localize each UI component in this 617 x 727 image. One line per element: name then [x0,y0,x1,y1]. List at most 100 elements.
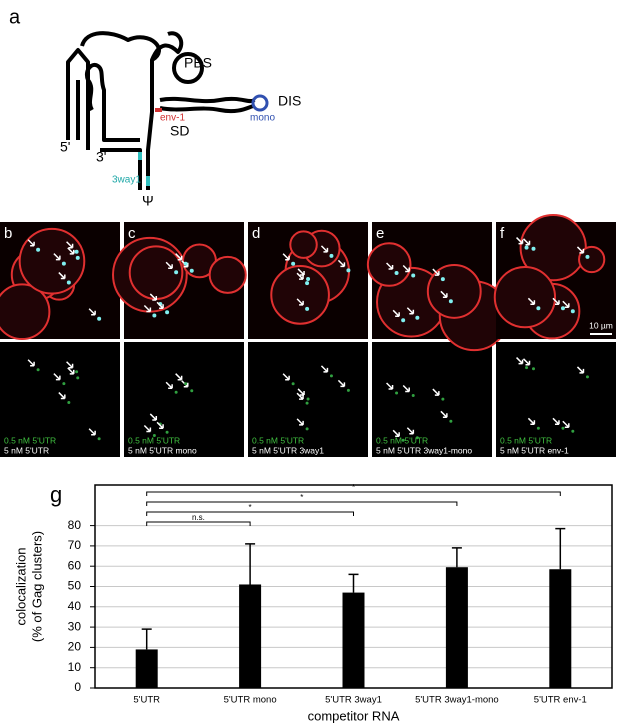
cluster [560,306,565,311]
vesicle [426,264,482,319]
arrow [392,309,400,318]
vesicle [18,227,86,295]
green-spot [306,397,310,401]
green-spot [585,375,589,379]
arrow [516,357,524,365]
arrow [576,366,585,374]
cluster [165,310,170,315]
arrow [337,259,346,268]
arrow [297,268,305,276]
green-spot [415,436,419,440]
caption-green: 0.5 nM 5'UTR [376,435,428,445]
arrow [337,379,346,388]
arrow [406,427,415,435]
bar [239,584,262,688]
green-spot [525,366,529,370]
arrow [66,361,74,369]
cluster [152,313,157,318]
arrow [552,417,560,426]
arrow [527,417,536,426]
cluster [329,253,334,258]
arrow [175,253,183,261]
y-tick-label: 60 [68,558,82,572]
pbs-arm [150,31,184,61]
y-axis-label: colocalization [13,547,28,625]
cluster [440,277,445,282]
panel-label: f [500,225,505,242]
arrow [88,308,96,316]
arrow [297,388,305,396]
arrow [27,359,35,367]
green-spot [184,382,188,386]
backbone [80,31,161,190]
vesicle [208,255,247,294]
micrograph-bottom [124,342,244,457]
arrow [296,418,304,426]
arrow [156,421,164,430]
vesicle [289,230,318,259]
caption-green: 0.5 nM 5'UTR [4,435,56,445]
x-tick-label: 5'UTR [133,695,160,706]
cluster [401,318,406,323]
arrow [320,365,329,373]
y-tick-label: 80 [68,518,82,532]
error-bar [245,543,256,585]
arrow [440,290,448,299]
arrow [296,392,304,400]
arrow [53,373,61,381]
rna-structure [66,31,256,190]
cluster [306,276,311,281]
label-dis: DIS [278,93,301,109]
significance-bracket [146,521,251,526]
vesicle [270,265,330,325]
3way1-site [138,152,150,186]
significance-bracket [146,491,561,496]
arrow [522,238,531,246]
label-mono: mono [250,113,275,124]
significance-bracket [146,501,458,506]
cluster [174,270,179,275]
error-bar [555,527,566,570]
bar [342,592,365,688]
cluster [411,273,416,278]
arrow [552,297,560,306]
cluster [570,309,575,314]
caption-green: 0.5 nM 5'UTR [128,435,180,445]
cluster [394,270,399,275]
arrow [386,262,394,270]
arrow [432,388,440,396]
green-spot [536,426,540,430]
arrow [516,237,524,245]
arrow [149,293,158,301]
arrow [282,373,290,381]
green-spot [97,437,101,441]
green-spot [401,438,405,442]
x-tick-label: 5'UTR mono [224,695,277,706]
green-spot [76,376,80,380]
green-spot [346,388,350,392]
arrow [58,392,66,400]
caption: 5 nM 5'UTR 3way1 [252,445,324,455]
green-spot [36,368,40,372]
arrow [392,429,400,438]
y-tick-label: 10 [68,660,82,674]
label-3way1: 3way1 [112,175,141,186]
arrow [88,428,96,436]
x-tick-label: 5'UTR 3way1 [325,695,382,706]
pbs-loop [172,52,204,84]
x-tick-label: 5'UTR env-1 [534,695,587,706]
panel-label: c [128,225,136,242]
vesicle [493,265,557,329]
cluster [75,255,80,260]
significance-label: * [300,493,303,502]
bar [445,567,468,688]
arrow [296,298,304,306]
green-spot [62,382,66,386]
label-psi: Ψ [142,193,154,209]
green-spot [395,391,399,395]
stem-loop [76,63,140,142]
stem-left [66,48,90,150]
cluster [183,261,188,266]
green-spot [441,397,445,401]
bar [135,649,158,688]
